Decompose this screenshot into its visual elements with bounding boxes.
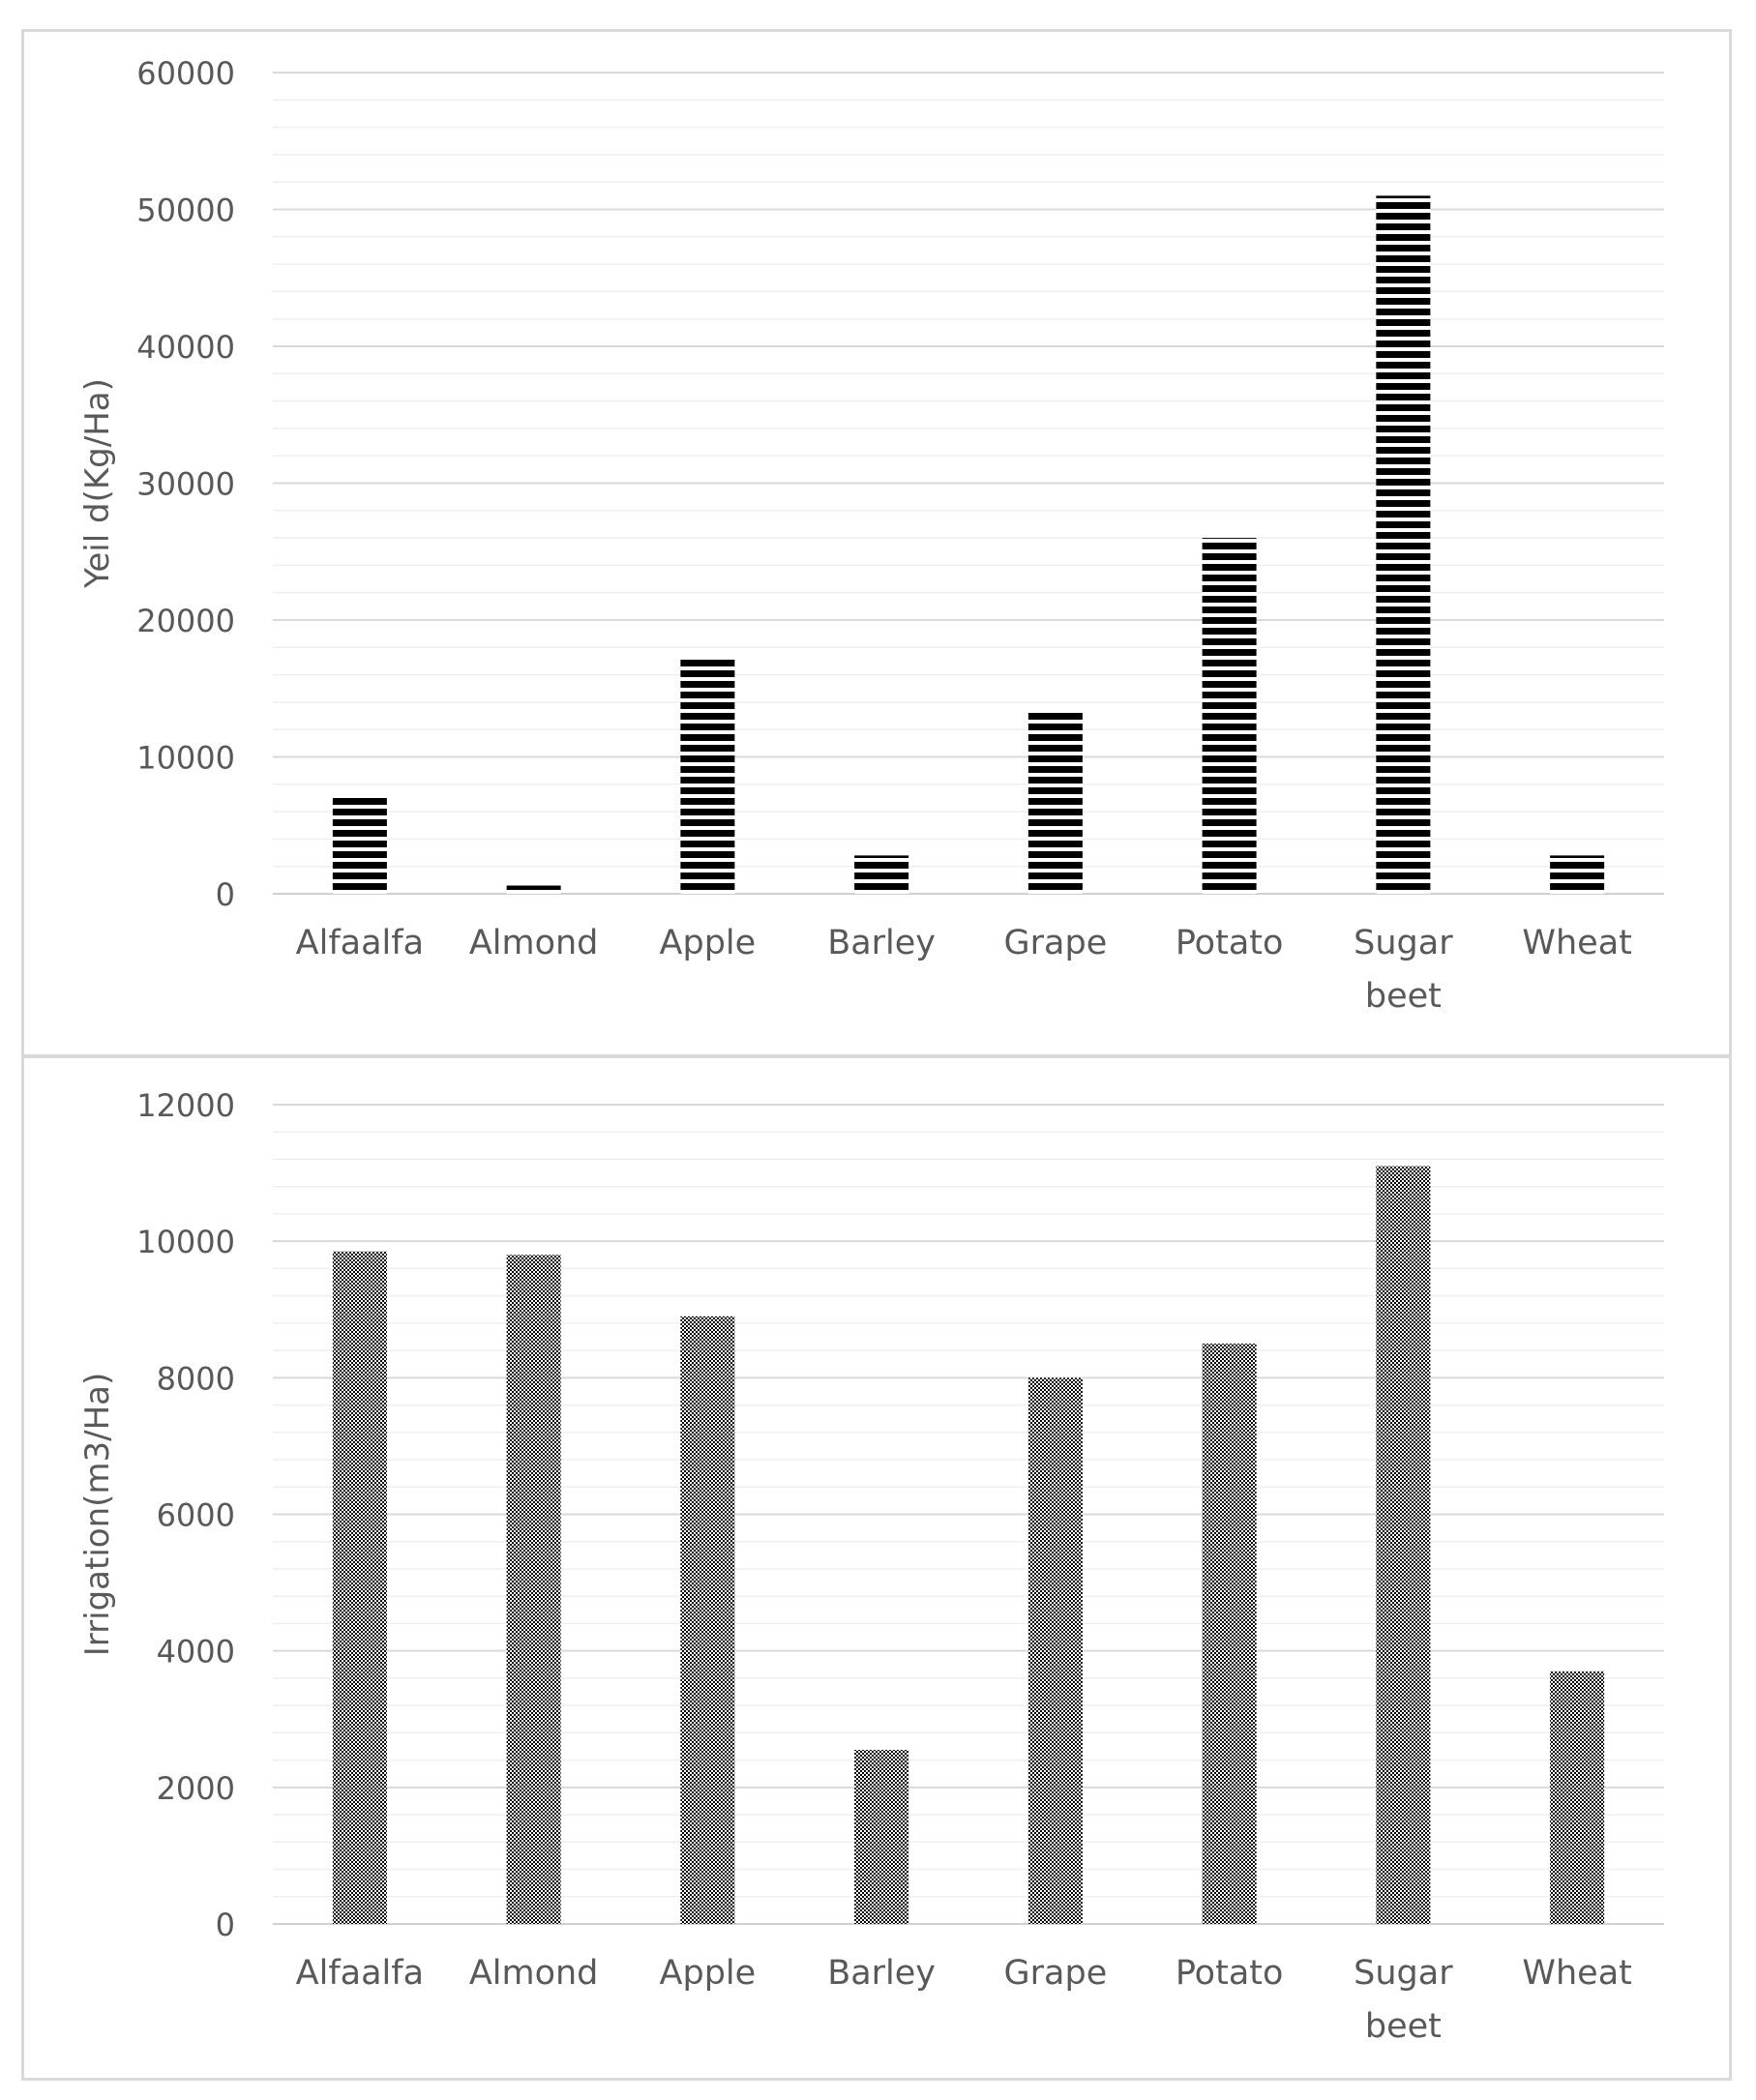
x-category-label: Grape — [1004, 1954, 1108, 1993]
bar-sugar-beet — [1376, 1166, 1431, 1924]
x-category-label: Potato — [1176, 1954, 1284, 1993]
y-tick-label: 10000 — [136, 740, 235, 777]
bar-alfaalfa — [332, 1251, 387, 1924]
y-tick-label: 4000 — [157, 1634, 235, 1671]
bar-almond — [506, 885, 561, 894]
x-category-label: Almond — [469, 924, 599, 962]
yield-chart-panel: 0 10000 20000 30000 40000 50000 60000 Alfaalfa A… — [21, 29, 1732, 1057]
bar-alfaalfa — [332, 797, 387, 894]
bar-sugar-beet — [1376, 195, 1431, 895]
x-category-label: Sugar — [1354, 1954, 1453, 1993]
y-tick-label: 0 — [216, 1907, 235, 1943]
y-tick-label: 40000 — [136, 329, 235, 366]
bar-wheat — [1550, 855, 1605, 894]
x-category-label: Grape — [1004, 924, 1108, 962]
yield-plot-area: 0 10000 20000 30000 40000 50000 60000 Alfaalfa A… — [78, 55, 1664, 1016]
x-category-label: Almond — [469, 1954, 599, 1993]
x-category-label: Apple — [660, 1954, 757, 1993]
bar-almond — [506, 1255, 561, 1924]
y-axis-title: Yeil d(Kg/Ha) — [78, 378, 117, 589]
x-category-label: Alfaalfa — [296, 924, 424, 962]
y-tick-label: 6000 — [157, 1497, 235, 1534]
y-tick-label: 30000 — [136, 466, 235, 503]
x-category-label: Alfaalfa — [296, 1954, 424, 1993]
y-tick-label: 10000 — [136, 1224, 235, 1260]
yield-chart: 0 10000 20000 30000 40000 50000 60000 Alfaalfa A… — [78, 55, 1664, 1016]
bar-barley — [854, 855, 909, 894]
irrigation-plot-area: 0 2000 4000 6000 8000 10000 12000 Alfaalfa Almon… — [78, 1087, 1664, 2046]
irrigation-chart: 0 2000 4000 6000 8000 10000 12000 Alfaalfa Almon… — [78, 1087, 1664, 2046]
x-category-label: Potato — [1176, 924, 1284, 962]
bar-apple — [680, 1316, 735, 1924]
x-category-label: Barley — [827, 924, 936, 962]
x-category-label: beet — [1365, 2007, 1442, 2046]
x-category-label: Sugar — [1354, 924, 1453, 962]
x-category-label: Barley — [827, 1954, 936, 1993]
bar-wheat — [1550, 1671, 1605, 1924]
bar-apple — [680, 658, 735, 894]
x-category-label: Apple — [660, 924, 757, 962]
y-tick-label: 8000 — [157, 1360, 235, 1397]
bar-barley — [854, 1750, 909, 1924]
y-tick-label: 50000 — [136, 192, 235, 229]
bar-potato — [1202, 1344, 1257, 1924]
x-category-label: Wheat — [1522, 924, 1632, 962]
y-tick-label: 20000 — [136, 603, 235, 639]
irrigation-chart-panel: 0 2000 4000 6000 8000 10000 12000 Alfaalfa Almon… — [21, 1055, 1732, 2081]
x-category-label: beet — [1365, 977, 1442, 1016]
y-axis-title: Irrigation(m3/Ha) — [78, 1373, 117, 1657]
bar-grape — [1027, 711, 1083, 894]
bar-grape — [1027, 1377, 1083, 1924]
x-category-label: Wheat — [1522, 1954, 1632, 1993]
y-tick-label: 0 — [216, 876, 235, 913]
y-tick-label: 12000 — [136, 1087, 235, 1124]
bar-potato — [1202, 538, 1257, 894]
y-tick-label: 60000 — [136, 55, 235, 92]
y-tick-label: 2000 — [157, 1770, 235, 1807]
